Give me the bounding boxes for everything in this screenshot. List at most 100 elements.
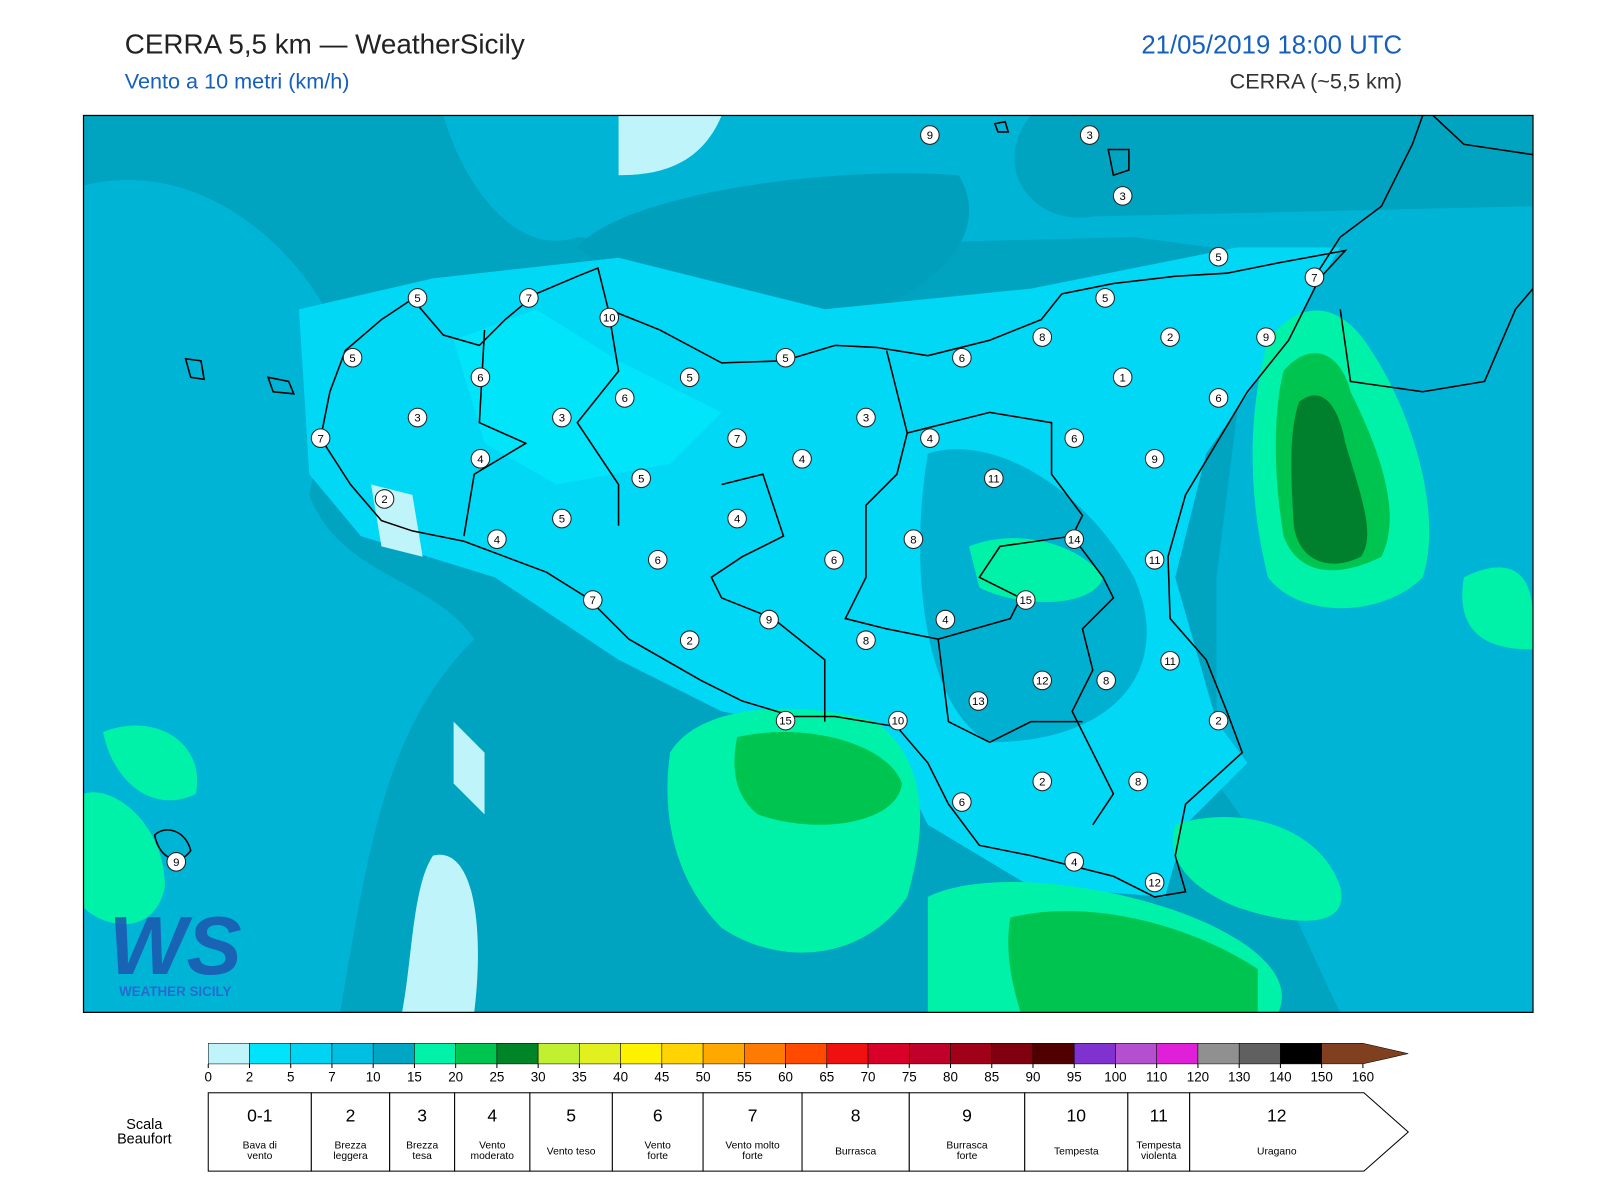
station-value: 11 [988,473,1000,485]
station-marker [342,347,363,368]
station-marker [552,407,572,428]
station-value: 3 [414,413,420,425]
colorbar-tick-label: 80 [943,1069,958,1084]
station-value: 4 [799,454,805,466]
station-marker [903,529,924,549]
beaufort-force: 7 [748,1106,758,1126]
station-value: 9 [1263,332,1269,344]
station-value: 4 [734,514,740,526]
station-marker [968,691,989,711]
station-value: 4 [942,615,948,627]
beaufort-cell [801,1092,910,1172]
colorbar-segment [1238,1043,1281,1065]
colorbar-segment [290,1043,333,1065]
station-marker [647,549,668,570]
station-marker [1032,771,1053,792]
station-value: 5 [414,293,420,305]
beaufort-cell [611,1092,704,1172]
station-marker [470,367,491,388]
station-marker [407,407,428,428]
colorbar-tick-label: 35 [572,1069,587,1084]
colorbar-tick-label: 5 [287,1069,294,1084]
station-marker [631,468,652,489]
station-value: 8 [1135,777,1141,789]
station-marker [599,307,620,328]
beaufort-force: 5 [566,1106,576,1126]
station-marker [1160,327,1180,347]
station-value: 10 [892,716,905,728]
station-marker [1064,529,1085,549]
beaufort-cell [1024,1092,1129,1172]
colorbar-tick-label: 70 [861,1069,876,1084]
station-value: 6 [831,555,837,567]
colorbar-tick-label: 45 [654,1069,669,1084]
station-value: 4 [494,534,500,546]
colorbar-arrow [1321,1043,1409,1065]
station-marker [984,468,1004,489]
station-marker [775,710,796,731]
station-value: 14 [1068,534,1081,546]
station-value: 2 [1167,332,1173,344]
beaufort-force: 2 [346,1106,356,1126]
station-marker [679,630,700,650]
colorbar-segment [1197,1043,1240,1065]
station-marker [792,448,812,469]
station-value: 1 [1120,372,1126,384]
station-value: 7 [317,433,323,445]
beaufort-desc: leggera [333,1151,368,1162]
station-marker [727,428,747,448]
colorbar-segment [1032,1043,1075,1065]
colorbar-segment [661,1043,704,1065]
beaufort-desc: Vento teso [547,1147,596,1158]
station-marker [1208,710,1229,731]
station-marker [1144,448,1165,469]
colorbar-segment [496,1043,539,1065]
station-value: 13 [972,696,985,708]
beaufort-desc: vento [247,1151,272,1162]
title: CERRA 5,5 km — WeatherSicily [125,29,525,60]
map-frame [82,114,1534,1013]
station-value: 2 [1039,777,1045,789]
colorbar-tick-label: 90 [1026,1069,1041,1084]
logo-text: WEATHER SICILY [119,984,231,999]
colorbar-segment [1073,1043,1116,1065]
station-value: 15 [1019,595,1032,607]
colorbar-segment [826,1043,869,1065]
colorbar-tick-label: 30 [531,1069,546,1084]
station-marker [888,710,908,731]
colorbar-tick-label: 75 [902,1069,917,1084]
station-marker [1032,670,1053,691]
colorbar-segment [744,1043,786,1065]
station-value: 3 [559,413,565,425]
station-marker [679,367,700,388]
station-marker [856,407,876,428]
station-value: 9 [766,615,772,627]
beaufort-desc: Vento molto [725,1140,780,1151]
colorbar-segment [1280,1043,1322,1065]
station-marker [1096,670,1116,691]
station-marker [1064,428,1085,448]
colorbar-tick-label: 15 [407,1069,422,1084]
beaufort-force: 4 [487,1106,497,1126]
colorbar-tick-label: 2 [246,1069,253,1084]
beaufort-desc: Brezza [334,1140,366,1151]
colorbar-tick-label: 160 [1352,1069,1374,1084]
beaufort-cell [529,1092,613,1172]
colorbar-segment [331,1043,374,1065]
station-marker [775,347,796,368]
colorbar-tick-label: 130 [1228,1069,1250,1084]
colorbar-tick-label: 7 [328,1069,335,1084]
station-value: 2 [381,494,387,506]
beaufort-desc: Burrasca [835,1147,876,1158]
beaufort-desc: Burrasca [946,1140,987,1151]
station-marker [1208,246,1229,267]
colorbar-segment [537,1043,580,1065]
beaufort-force: 8 [851,1106,861,1126]
colorbar-tick-label: 140 [1269,1069,1291,1084]
station-marker [374,489,395,509]
colorbar-segment [207,1043,250,1065]
station-value: 12 [1148,878,1161,890]
colorbar-tick-label: 120 [1187,1069,1209,1084]
beaufort-desc: Uragano [1257,1147,1297,1158]
colorbar-tick-label: 25 [489,1069,504,1084]
